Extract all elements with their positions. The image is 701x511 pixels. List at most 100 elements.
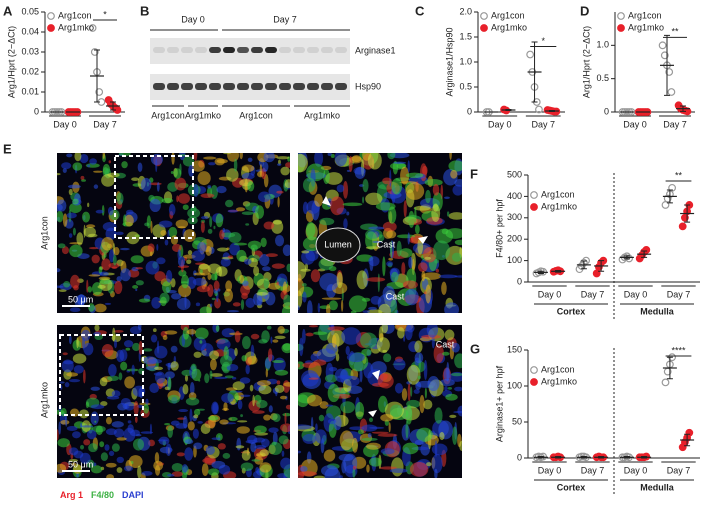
tissue <box>354 166 366 179</box>
tissue <box>434 258 440 264</box>
tissue <box>405 404 413 425</box>
lane-label: Arg1con <box>151 110 185 120</box>
tissue <box>200 193 215 198</box>
tissue <box>359 368 363 383</box>
tissue <box>346 352 365 363</box>
tissue <box>141 471 153 476</box>
tissue <box>149 382 160 394</box>
x-tick-label: Day 7 <box>93 119 117 129</box>
tissue <box>245 223 250 226</box>
y-tick-label: 0.03 <box>21 46 39 56</box>
tissue <box>402 442 419 455</box>
stain-label: Arg 1 <box>60 490 83 500</box>
tissue <box>220 257 231 267</box>
x-tick-label: Day 0 <box>624 289 648 299</box>
tissue <box>94 420 97 423</box>
row-label: Hsp90 <box>355 81 381 91</box>
tissue <box>423 360 428 380</box>
tissue <box>235 207 246 212</box>
annotation: Cast <box>386 291 405 301</box>
tissue <box>272 339 279 343</box>
tissue <box>365 231 378 250</box>
tissue <box>193 408 201 416</box>
tissue <box>199 306 212 313</box>
tissue <box>158 436 170 445</box>
tissue <box>414 340 423 353</box>
sd-bar <box>531 41 538 103</box>
tissue <box>132 285 139 289</box>
tissue <box>361 297 371 302</box>
y-tick-label: 1.0 <box>459 56 472 66</box>
legend-label: Arg1con <box>58 10 92 20</box>
tissue <box>444 196 450 199</box>
tissue <box>241 449 251 461</box>
tissue <box>334 368 348 383</box>
tissue <box>107 172 120 178</box>
tissue <box>61 359 74 373</box>
band <box>237 83 249 90</box>
tissue <box>98 276 111 281</box>
tissue <box>335 353 340 362</box>
tissue <box>221 328 235 338</box>
legend-label: Arg1con <box>541 189 575 199</box>
tissue <box>74 300 85 307</box>
tissue <box>259 254 270 267</box>
tissue <box>176 297 191 311</box>
tissue <box>215 266 228 277</box>
tissue <box>171 293 182 300</box>
tissue <box>64 382 70 388</box>
tissue <box>424 256 431 260</box>
tissue <box>111 334 122 342</box>
tissue <box>209 350 220 360</box>
tissue <box>192 277 207 286</box>
legend-label: Arg1mko <box>541 201 577 211</box>
tissue <box>116 437 127 441</box>
tissue <box>201 215 209 220</box>
data-point <box>88 24 97 32</box>
tissue <box>298 424 312 430</box>
sd-bar <box>580 260 587 270</box>
tissue <box>454 353 462 369</box>
band <box>293 83 305 90</box>
tissue <box>245 439 258 444</box>
tissue <box>268 441 283 456</box>
tissue <box>129 429 141 437</box>
tissue <box>134 416 138 423</box>
tissue <box>386 230 397 239</box>
tissue <box>197 242 207 253</box>
panel-letter: C <box>415 3 425 18</box>
tissue <box>459 440 462 452</box>
tissue <box>283 382 290 387</box>
x-tick-label: Day 0 <box>538 465 562 475</box>
band <box>167 47 179 53</box>
tissue <box>414 439 424 446</box>
tissue <box>154 371 166 384</box>
sd-bar <box>580 456 587 459</box>
data-point <box>678 222 687 231</box>
data-point <box>642 245 651 254</box>
inset-box <box>59 334 144 416</box>
band <box>181 47 193 53</box>
tissue <box>72 162 83 171</box>
tissue <box>445 228 462 239</box>
tissue <box>450 372 462 377</box>
tissue <box>431 453 443 474</box>
tissue <box>302 433 317 444</box>
tissue <box>222 153 232 155</box>
tissue <box>225 280 233 292</box>
tissue <box>164 423 171 426</box>
tissue <box>434 468 438 478</box>
tissue <box>223 402 228 412</box>
band <box>335 83 347 90</box>
tissue <box>285 162 290 168</box>
tissue <box>74 153 82 162</box>
tissue <box>107 375 119 382</box>
tissue <box>128 269 140 278</box>
legend-label: Arg1mko <box>628 22 664 32</box>
tissue <box>83 439 91 446</box>
tissue <box>215 325 220 332</box>
tissue <box>182 326 190 340</box>
tissue <box>87 164 91 168</box>
data-point <box>526 50 535 59</box>
y-tick-label: 1.5 <box>459 31 472 41</box>
